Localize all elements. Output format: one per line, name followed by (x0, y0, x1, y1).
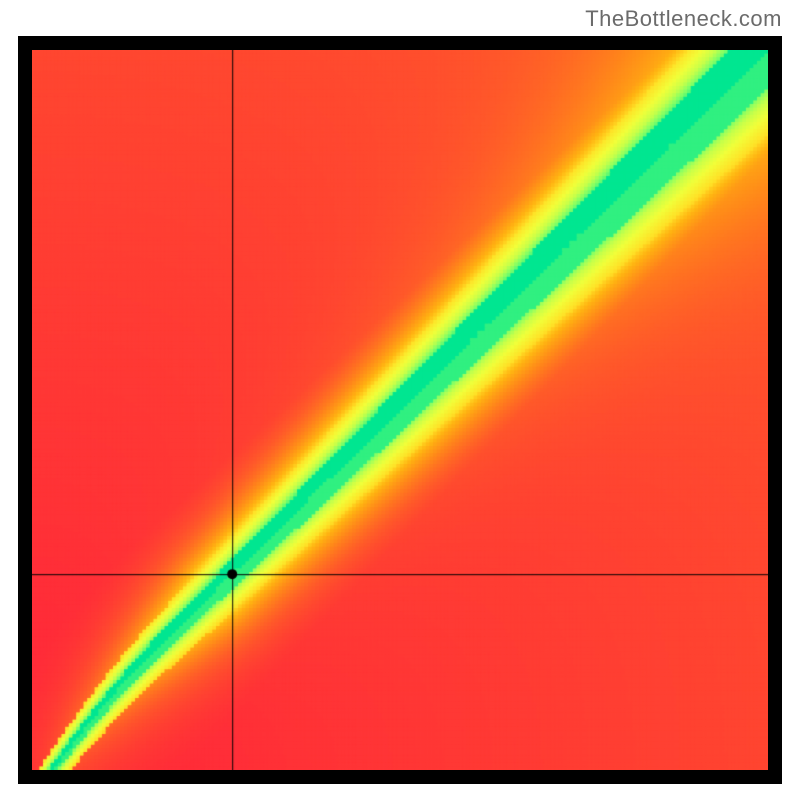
watermark-text: TheBottleneck.com (585, 6, 782, 32)
root: TheBottleneck.com (0, 0, 800, 800)
plot-frame (18, 36, 782, 784)
crosshair-overlay (32, 50, 768, 770)
